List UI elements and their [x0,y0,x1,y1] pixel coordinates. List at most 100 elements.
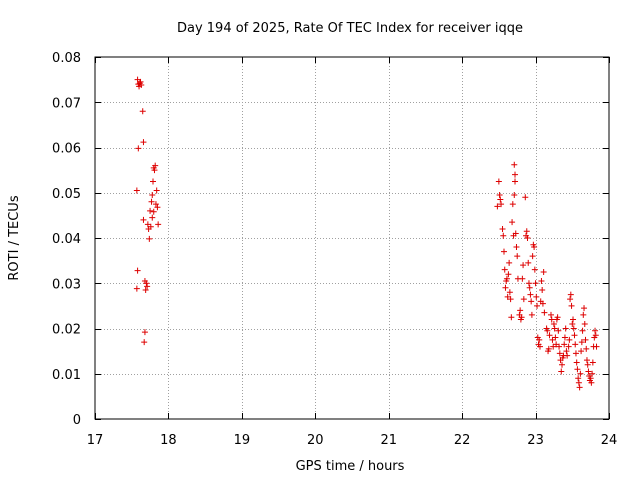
data-point [556,350,563,357]
y-tick-labels: 0 0.01 0.02 0.03 0.04 0.05 0.06 0.07 0.08 [52,51,81,428]
data-point [511,192,518,199]
data-point [558,368,565,375]
data-point [503,275,510,282]
y-tick-label: 0.06 [52,142,81,157]
data-point [519,275,526,282]
data-point [525,280,532,287]
data-point [506,259,513,266]
data-point [544,327,551,334]
x-tick-labels: 17 18 19 20 21 22 23 24 [87,433,618,448]
data-point [150,178,157,185]
data-point [497,196,504,203]
data-point [576,384,583,391]
data-point [136,80,143,87]
data-point [569,320,576,327]
data-point [579,327,586,334]
data-point [146,235,153,242]
data-point [570,316,577,323]
data-point [580,311,587,318]
data-point [547,311,554,318]
data-point [151,167,158,174]
data-point [592,332,599,339]
data-point [573,359,580,366]
data-points [133,76,600,391]
data-point [578,339,585,346]
data-point [545,345,552,352]
data-point [561,334,568,341]
data-point [556,343,563,350]
data-point [139,108,146,115]
data-point [499,225,506,232]
data-point [507,296,514,303]
data-point [561,341,568,348]
data-point [144,283,151,290]
data-point [567,291,574,298]
data-point [149,192,156,199]
data-point [575,375,582,382]
data-point [133,285,140,292]
data-point [143,280,150,287]
data-point [524,235,531,241]
data-point [517,307,524,314]
grid-lines [95,57,609,419]
data-point [565,343,572,350]
data-point [593,343,600,350]
data-point [572,350,579,357]
data-point [155,221,162,228]
data-point [152,201,159,208]
x-tick-label: 17 [87,433,104,448]
data-point [562,325,569,332]
data-point [500,232,507,239]
data-point [571,332,578,339]
data-point [564,352,571,359]
y-tick-label: 0.05 [52,187,81,202]
data-point [508,314,515,321]
data-point [575,379,582,386]
data-point [505,271,512,278]
data-point [567,296,574,303]
data-point [552,334,559,341]
data-point [529,253,536,260]
data-point [141,329,148,336]
data-point [148,198,155,205]
data-point [563,348,570,355]
y-tick-label: 0.03 [52,277,81,292]
data-point [532,280,539,287]
data-point [502,284,509,291]
data-point [574,366,581,373]
chart-title: Day 194 of 2025, Rate Of TEC Index for r… [177,21,523,36]
data-point [518,314,525,321]
data-point [147,207,154,214]
data-point [566,336,573,343]
data-point [583,345,590,352]
data-point [559,361,566,368]
data-point [514,253,521,260]
data-point [523,228,530,235]
data-point [140,216,147,223]
data-point [541,309,548,316]
data-point [534,302,541,309]
data-point [513,244,520,251]
data-point [135,145,142,152]
data-point [539,300,546,307]
data-point [528,311,535,318]
data-point [522,194,529,201]
data-point [511,161,518,168]
data-point [578,348,585,355]
data-point [592,327,599,334]
data-point [581,305,588,312]
data-point [531,266,538,273]
y-tick-label: 0.02 [52,323,81,338]
data-point [150,208,157,215]
x-tick-label: 18 [160,433,177,448]
data-point [568,302,575,309]
data-point [500,248,507,255]
data-point [528,298,535,305]
data-point [548,316,555,323]
data-point [153,187,160,194]
data-point [509,201,516,208]
y-tick-label: 0.07 [52,96,81,111]
data-point [539,287,546,294]
